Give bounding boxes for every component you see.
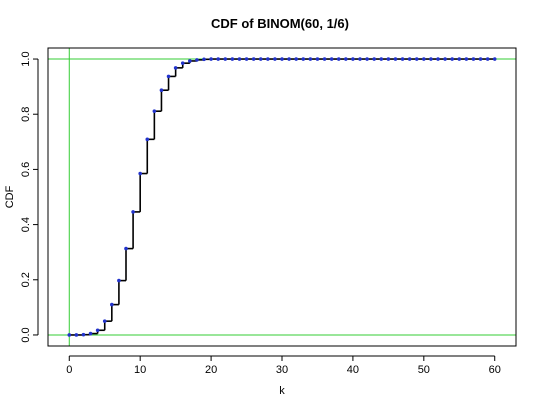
data-point bbox=[322, 57, 327, 61]
data-point bbox=[414, 57, 419, 61]
data-point bbox=[336, 57, 341, 61]
y-tick-label: 0.8 bbox=[20, 107, 32, 122]
data-point bbox=[138, 171, 142, 176]
data-point bbox=[492, 57, 497, 61]
x-tick-label: 40 bbox=[347, 364, 359, 376]
data-point bbox=[280, 57, 284, 61]
data-point bbox=[124, 246, 128, 251]
x-tick-label: 0 bbox=[66, 364, 72, 376]
data-point bbox=[329, 57, 334, 61]
data-point bbox=[166, 74, 171, 79]
data-point bbox=[216, 57, 220, 61]
data-point bbox=[379, 57, 384, 61]
data-point bbox=[67, 333, 72, 337]
data-point bbox=[294, 57, 298, 61]
data-point bbox=[95, 328, 100, 333]
data-point bbox=[145, 137, 150, 142]
data-point bbox=[110, 302, 114, 307]
data-point bbox=[485, 57, 490, 61]
data-point bbox=[287, 57, 291, 61]
data-point bbox=[202, 57, 206, 62]
data-point bbox=[81, 332, 86, 337]
data-point bbox=[365, 57, 369, 61]
data-point bbox=[478, 57, 483, 61]
y-axis-title: CDF bbox=[4, 185, 16, 208]
y-tick-label: 0.6 bbox=[20, 162, 32, 177]
data-point bbox=[173, 66, 178, 70]
data-point bbox=[308, 57, 313, 61]
x-tick-label: 20 bbox=[205, 364, 217, 376]
data-point bbox=[188, 59, 192, 63]
y-tick-label: 0.0 bbox=[20, 327, 32, 342]
data-point bbox=[230, 57, 235, 61]
data-point bbox=[471, 57, 476, 61]
data-points bbox=[67, 57, 497, 337]
data-point bbox=[273, 57, 277, 61]
data-point bbox=[251, 57, 256, 61]
data-point bbox=[372, 57, 376, 61]
step-lines bbox=[69, 58, 495, 336]
data-point bbox=[152, 109, 157, 113]
y-tick-label: 0.4 bbox=[20, 217, 32, 232]
x-tick-label: 30 bbox=[276, 364, 288, 376]
data-point bbox=[266, 57, 270, 61]
data-point bbox=[131, 210, 135, 214]
data-point bbox=[443, 57, 447, 61]
data-point bbox=[223, 57, 228, 61]
data-point bbox=[315, 57, 320, 61]
data-point bbox=[244, 57, 249, 61]
x-tick-label: 50 bbox=[418, 364, 430, 376]
data-point bbox=[464, 57, 469, 61]
data-point bbox=[386, 57, 391, 61]
chart-title: CDF of BINOM(60, 1/6) bbox=[211, 16, 349, 31]
y-tick-label: 0.2 bbox=[20, 272, 32, 287]
data-point bbox=[351, 57, 355, 61]
data-point bbox=[117, 278, 121, 283]
data-point bbox=[358, 57, 362, 61]
data-point bbox=[195, 58, 199, 62]
x-axis-title: k bbox=[279, 385, 285, 397]
y-axis: 0.0 0.2 0.4 0.6 0.8 1.0 bbox=[20, 51, 39, 343]
data-point bbox=[159, 88, 164, 93]
data-point bbox=[422, 57, 426, 61]
data-point bbox=[450, 57, 454, 61]
data-point bbox=[429, 57, 433, 61]
data-point bbox=[301, 57, 306, 61]
data-point bbox=[400, 57, 405, 61]
data-point bbox=[258, 57, 263, 61]
data-point bbox=[180, 61, 185, 65]
data-point bbox=[74, 333, 79, 337]
data-point bbox=[457, 57, 462, 61]
data-point bbox=[393, 57, 398, 61]
x-tick-label: 10 bbox=[134, 364, 146, 376]
data-point bbox=[88, 331, 93, 336]
x-tick-label: 60 bbox=[489, 364, 501, 376]
y-tick-label: 1.0 bbox=[20, 51, 32, 66]
data-point bbox=[407, 57, 412, 61]
plot-frame bbox=[47, 47, 517, 347]
x-axis: 0 10 20 30 40 50 60 bbox=[66, 355, 501, 376]
data-point bbox=[344, 57, 348, 61]
data-point bbox=[237, 57, 242, 61]
data-point bbox=[102, 319, 107, 323]
data-point bbox=[209, 57, 213, 61]
data-point bbox=[436, 57, 440, 61]
